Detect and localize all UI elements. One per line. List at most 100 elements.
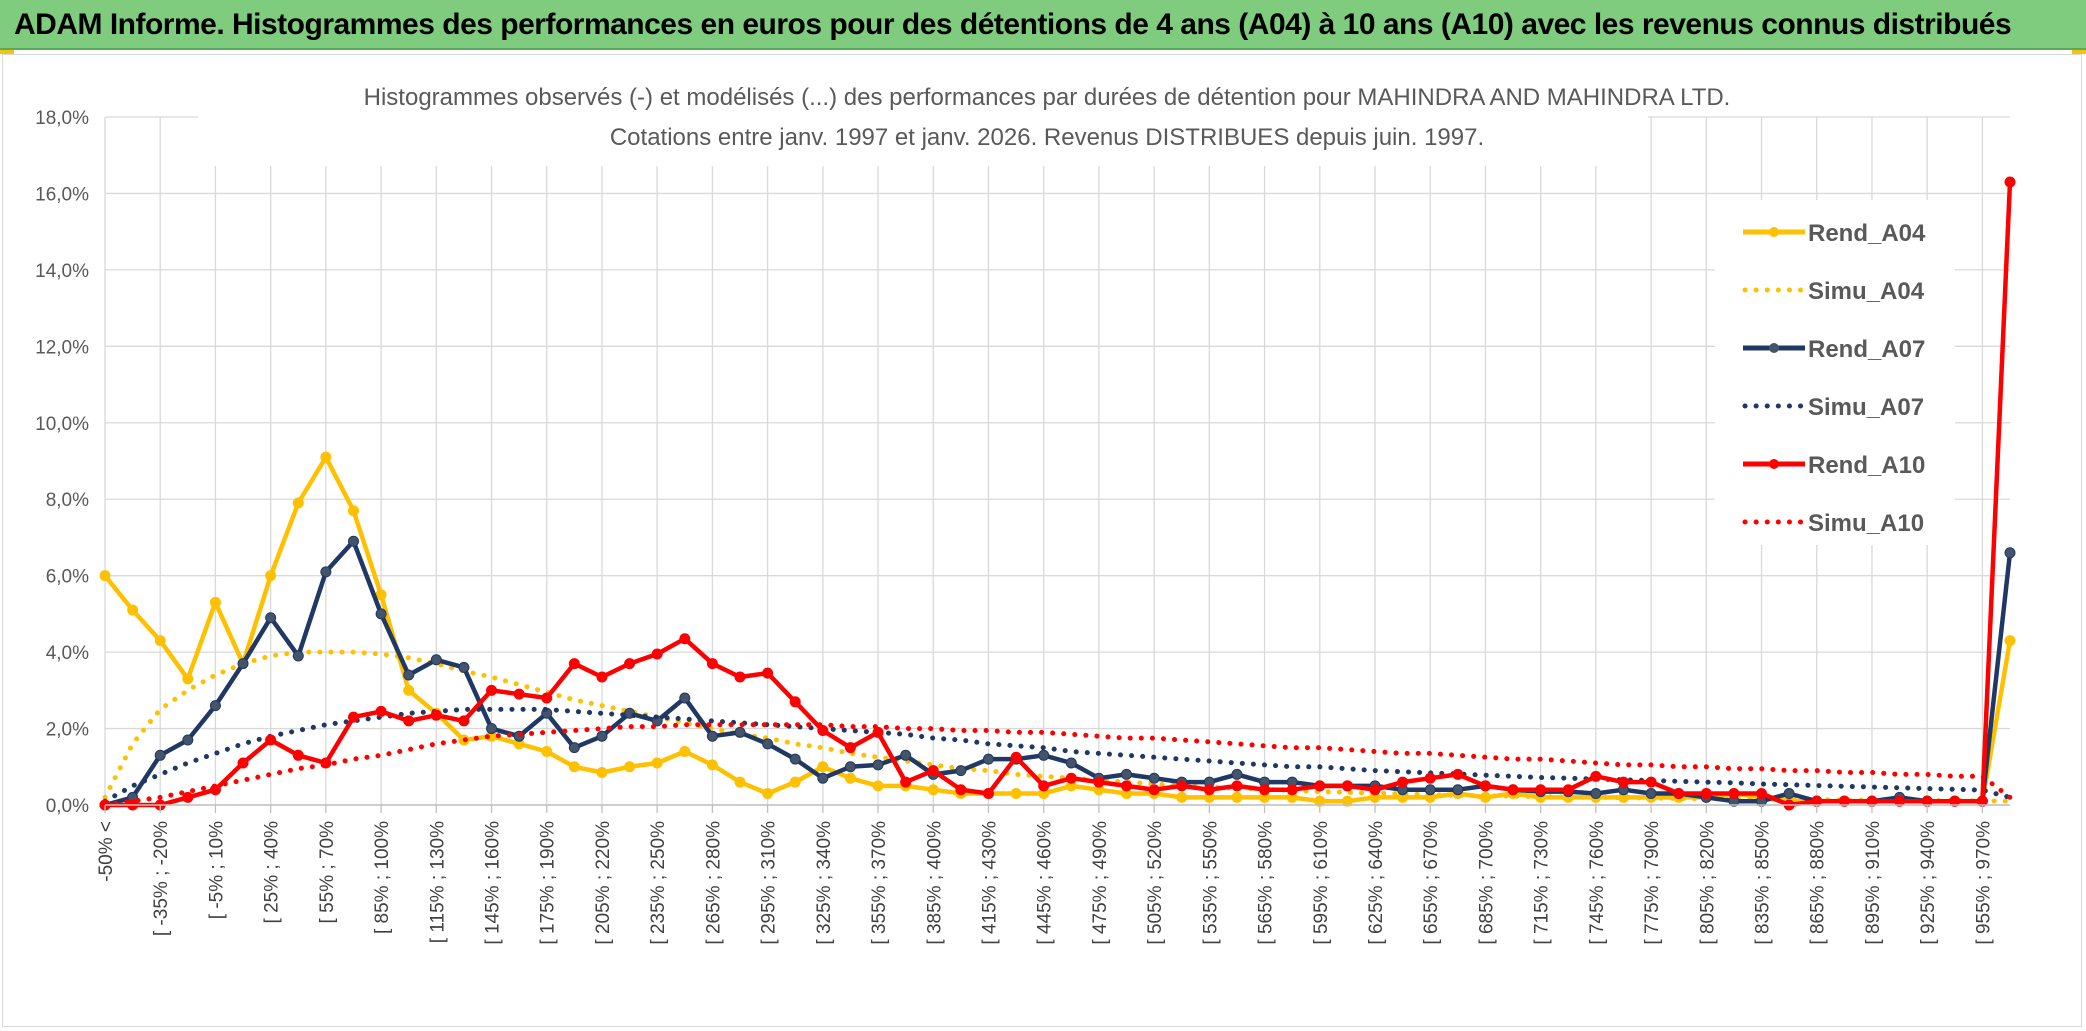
data-point-rend-a10 (1093, 776, 1105, 788)
series-line-rend-a10 (105, 181, 2013, 808)
data-point-rend-a07 (458, 661, 470, 673)
x-tick-label: [ 595% ; 610% (1311, 821, 1332, 945)
data-point-rend-a07 (844, 761, 856, 773)
x-tick-label: [ 235% ; 250% (648, 821, 669, 945)
x-tick-label: [ 175% ; 190% (538, 821, 559, 945)
data-point-rend-a04 (568, 761, 580, 773)
data-point-rend-a10 (265, 734, 277, 746)
data-point-rend-a10 (1121, 780, 1133, 792)
data-point-rend-a10 (624, 658, 636, 670)
data-point-rend-a10 (1341, 780, 1353, 792)
data-point-rend-a07 (486, 723, 498, 735)
data-point-rend-a07 (1231, 768, 1243, 780)
legend-marker-rend-a04 (1769, 227, 1779, 237)
data-point-rend-a04 (347, 505, 359, 517)
data-point-rend-a07 (982, 753, 994, 765)
y-tick-label: 18,0% (35, 108, 89, 129)
x-tick-label: [ 745% ; 760% (1587, 821, 1608, 945)
series-line-simu-a07 (102, 706, 2013, 804)
data-point-rend-a04 (2004, 635, 2016, 647)
data-point-rend-a07 (817, 772, 829, 784)
data-point-rend-a07 (596, 730, 608, 742)
x-tick-label: [ 355% ; 370% (869, 821, 890, 945)
data-point-rend-a04 (375, 589, 387, 601)
data-point-rend-a10 (1286, 784, 1298, 796)
chart-axes: 0,0% 2,0% 4,0% 6,0% 8,0% 10,0% 12,0% 14,0% 16,0%… (35, 108, 2010, 945)
y-tick-label: 14,0% (35, 261, 89, 282)
data-point-rend-a07 (154, 749, 166, 761)
data-point-rend-a04 (927, 784, 939, 796)
data-point-rend-a07 (1590, 788, 1602, 800)
data-point-rend-a10 (1894, 795, 1906, 807)
x-tick-label: [ 445% ; 460% (1035, 821, 1056, 945)
y-tick-label: 0,0% (46, 796, 89, 817)
data-point-rend-a10 (1397, 776, 1409, 788)
series-line-rend-a07 (104, 539, 2013, 808)
data-point-rend-a10 (651, 648, 663, 660)
data-point-rend-a04 (1010, 788, 1022, 800)
x-tick-label: [ -5% ; 10% (206, 821, 227, 919)
chart-series (99, 176, 2016, 811)
x-tick-label: [ -35% ; -20% (151, 821, 172, 936)
data-point-rend-a10 (430, 709, 442, 721)
data-point-rend-a07 (1424, 784, 1436, 796)
data-point-rend-a10 (762, 667, 774, 679)
data-point-rend-a10 (927, 765, 939, 777)
data-point-rend-a07 (209, 700, 221, 712)
data-point-rend-a04 (762, 788, 774, 800)
data-point-rend-a04 (679, 745, 691, 757)
data-point-rend-a04 (320, 451, 332, 463)
data-point-rend-a04 (265, 570, 277, 582)
legend-label-simu-a07: Simu_A07 (1808, 394, 1924, 421)
data-point-rend-a07 (1038, 749, 1050, 761)
x-tick-label: [ 55% ; 70% (317, 821, 338, 924)
legend-marker-rend-a10 (1769, 459, 1779, 469)
x-tick-label: [ 535% ; 550% (1200, 821, 1221, 945)
x-tick-label: [ 925% ; 940% (1918, 821, 1939, 945)
data-point-rend-a10 (596, 671, 608, 683)
series-line-simu-a10 (102, 722, 2013, 808)
data-point-rend-a10 (237, 757, 249, 769)
x-tick-label: [ 715% ; 730% (1532, 821, 1553, 945)
data-point-rend-a07 (789, 753, 801, 765)
data-point-rend-a10 (182, 791, 194, 803)
data-point-rend-a10 (1507, 784, 1519, 796)
data-point-rend-a04 (734, 776, 746, 788)
data-point-rend-a10 (1617, 776, 1629, 788)
data-point-rend-a04 (872, 780, 884, 792)
data-point-rend-a07 (403, 669, 415, 681)
data-point-rend-a10 (403, 715, 415, 727)
data-point-rend-a10 (872, 726, 884, 738)
x-tick-label: [ 625% ; 640% (1366, 821, 1387, 945)
data-point-rend-a07 (734, 726, 746, 738)
y-tick-label: 8,0% (46, 490, 89, 511)
data-point-rend-a04 (541, 745, 553, 757)
data-point-rend-a10 (1838, 795, 1850, 807)
data-point-rend-a04 (154, 635, 166, 647)
chart-title-box (198, 74, 1648, 166)
data-point-rend-a07 (679, 692, 691, 704)
y-tick-label: 2,0% (46, 720, 89, 741)
x-tick-label: [ 295% ; 310% (759, 821, 780, 945)
data-point-rend-a10 (1700, 788, 1712, 800)
data-point-rend-a04 (292, 497, 304, 509)
data-point-rend-a07 (2004, 547, 2016, 559)
data-point-rend-a10 (1369, 784, 1381, 796)
data-point-rend-a10 (2004, 176, 2016, 188)
x-tick-label: [ 955% ; 970% (1973, 821, 1994, 945)
data-point-rend-a07 (430, 654, 442, 666)
series-line-simu-a04 (102, 649, 2013, 804)
x-tick-label: [ 145% ; 160% (483, 821, 504, 945)
data-point-rend-a07 (568, 742, 580, 754)
data-point-rend-a07 (1121, 768, 1133, 780)
x-tick-label: [ 475% ; 490% (1090, 821, 1111, 945)
data-point-rend-a10 (1479, 780, 1491, 792)
data-point-rend-a10 (1673, 788, 1685, 800)
legend-label-rend-a04: Rend_A04 (1808, 220, 1926, 247)
x-tick-label: [ 265% ; 280% (703, 821, 724, 945)
data-point-rend-a10 (1176, 780, 1188, 792)
data-point-rend-a04 (624, 761, 636, 773)
banner-accent-left (0, 50, 14, 54)
chart-title-line2: Cotations entre janv. 1997 et janv. 2026… (610, 124, 1484, 151)
